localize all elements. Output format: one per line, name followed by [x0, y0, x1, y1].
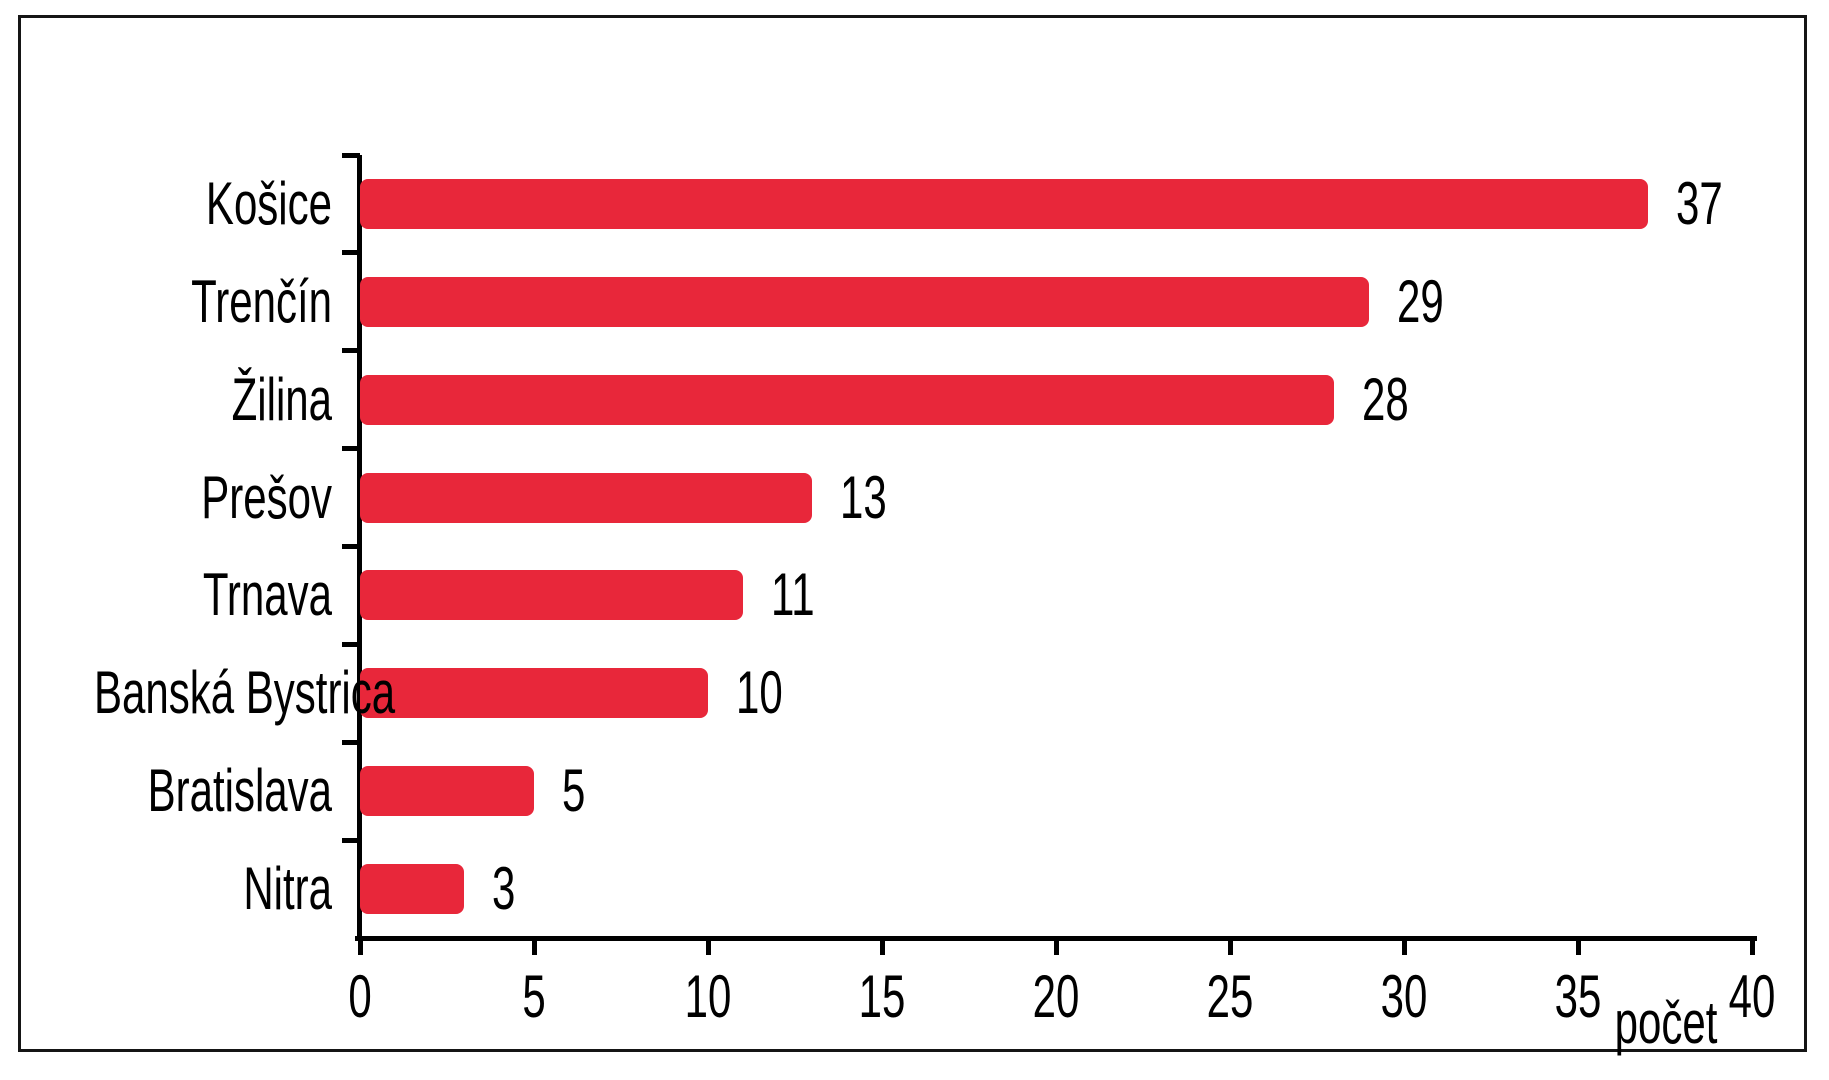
y-axis-tick: [342, 152, 360, 158]
y-axis-tick: [342, 641, 360, 647]
x-axis-tick: [1749, 938, 1755, 955]
value-label: 10: [736, 659, 783, 727]
value-label: 29: [1397, 267, 1444, 335]
x-tick-label: 5: [522, 963, 546, 1030]
x-tick-label: 25: [1206, 963, 1254, 1030]
y-axis-tick: [342, 739, 360, 745]
x-axis-tick: [1401, 938, 1407, 955]
value-label: 37: [1675, 169, 1723, 237]
chart-outer-border: [18, 15, 1807, 1052]
bar-bratislava: [360, 766, 534, 817]
value-label: 28: [1362, 365, 1410, 433]
x-axis-tick: [1227, 938, 1233, 955]
bar-žilina: [360, 374, 1335, 425]
category-label: Košice: [205, 169, 332, 237]
x-axis-tick: [705, 938, 711, 955]
value-label: 11: [770, 561, 815, 629]
x-tick-label: 35: [1554, 963, 1602, 1030]
x-tick-label: 20: [1032, 963, 1080, 1030]
x-tick-label: 0: [348, 963, 372, 1030]
x-axis-tick: [357, 938, 363, 955]
category-label: Nitra: [243, 855, 332, 923]
x-axis-tick: [879, 938, 885, 955]
bar-trenčín: [360, 276, 1370, 327]
x-axis-tick: [1053, 938, 1059, 955]
x-tick-label: 30: [1380, 963, 1428, 1030]
x-tick-label: 10: [684, 963, 732, 1030]
category-label: Banská Bystrica: [94, 659, 396, 727]
x-axis-tick: [1575, 938, 1581, 955]
y-axis-tick: [342, 446, 360, 452]
bar-košice: [360, 178, 1648, 229]
category-label: Trnava: [202, 561, 332, 629]
category-label: Prešov: [201, 463, 332, 531]
value-label: 3: [492, 855, 516, 923]
x-tick-label: 40: [1728, 963, 1776, 1030]
x-axis-title: počet: [1614, 989, 1718, 1056]
value-label: 5: [562, 757, 586, 825]
x-tick-label: 15: [858, 963, 906, 1030]
value-label: 13: [840, 463, 888, 531]
category-label: Žilina: [231, 365, 332, 433]
bar-prešov: [360, 472, 813, 523]
bar-banská-bystrica: [360, 668, 708, 719]
category-label: Trenčín: [191, 267, 332, 335]
y-axis-tick: [342, 250, 360, 256]
y-axis-tick: [342, 348, 360, 354]
bar-trnava: [360, 570, 743, 621]
y-axis-tick: [342, 837, 360, 843]
x-axis-tick: [531, 938, 537, 955]
category-label: Bratislava: [147, 757, 332, 825]
y-axis-tick: [342, 544, 360, 549]
bar-nitra: [360, 864, 465, 915]
